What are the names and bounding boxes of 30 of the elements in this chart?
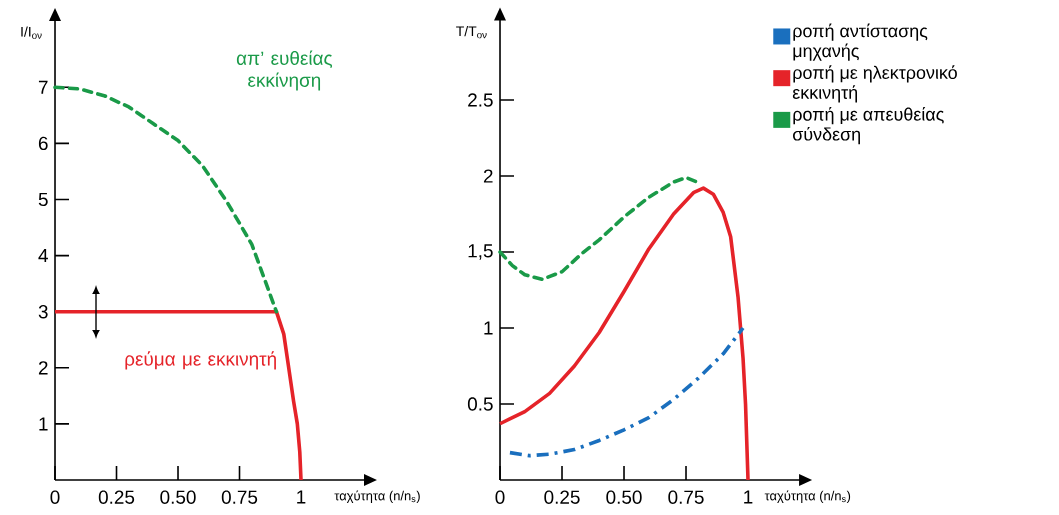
y-tick-label: 4 <box>38 249 48 263</box>
y-tick-label: 3 <box>38 304 48 319</box>
x-tick-label: 0.75 <box>221 490 258 504</box>
y-tick-label: 0.5 <box>467 397 493 411</box>
y-tick-label: 1 <box>39 417 48 431</box>
x-axis-title: ταχύτητα (n/n$_{s}$) <box>764 490 851 503</box>
x-tick-label: 0 <box>495 490 505 504</box>
x-axis-title: ταχύτητα (n/n$_{s}$) <box>334 490 420 503</box>
y-tick-label: 2 <box>38 361 48 375</box>
y-tick-label: 2 <box>483 169 493 183</box>
y-axis-title: I/I$_{ον}$ <box>21 26 42 39</box>
line-series <box>508 326 745 458</box>
y-tick-label: 1,5 <box>468 244 493 260</box>
y-tick-label: 2.5 <box>468 93 493 107</box>
x-tick-label: 0.25 <box>98 490 135 504</box>
x-tick-label: 0.50 <box>606 490 642 504</box>
text: απ’ ευθείας εκκίνηση <box>236 50 333 91</box>
x-tick-label: 1 <box>744 490 753 504</box>
y-tick-label: 6 <box>38 136 48 151</box>
x-tick-label: 0.75 <box>668 490 704 504</box>
y-tick-label: 1 <box>484 321 493 335</box>
x-tick-label: 1 <box>297 490 306 504</box>
series-label: ρεύμα με εκκινητή <box>125 351 276 370</box>
x-tick-label: 0 <box>50 490 60 504</box>
y-tick-label: 5 <box>38 192 48 207</box>
x-tick-label: 0.50 <box>160 490 196 504</box>
x-tick-label: 0.25 <box>544 490 580 504</box>
legend-label: ροπή με απευθείας σύνδεση <box>793 107 944 145</box>
y-axis-title: T/T$_{ον}$ <box>456 25 487 39</box>
y-tick-label: 7 <box>38 80 48 94</box>
